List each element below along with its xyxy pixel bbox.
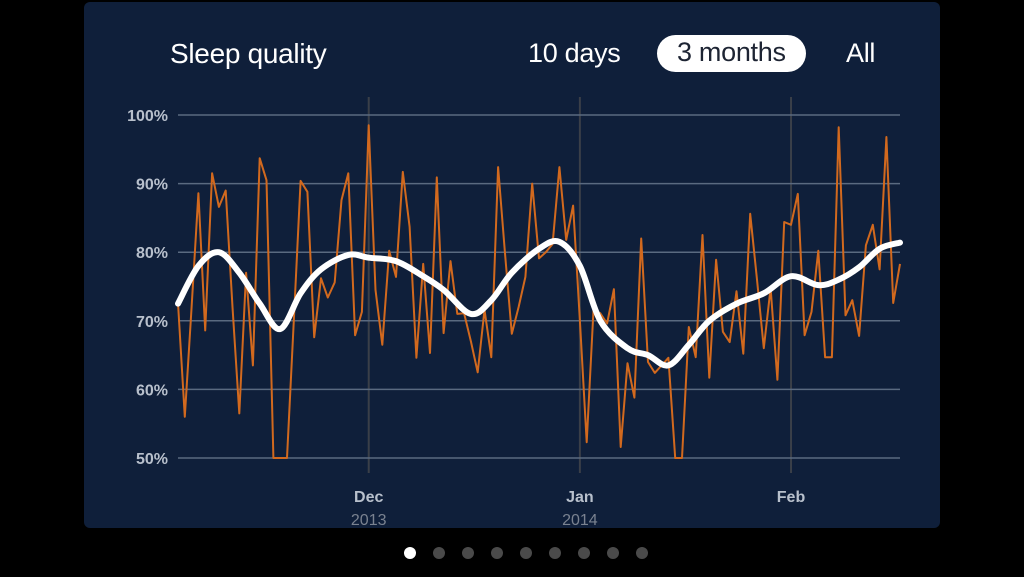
page-dot[interactable] bbox=[549, 547, 561, 559]
page-dot[interactable] bbox=[462, 547, 474, 559]
page-dot[interactable] bbox=[433, 547, 445, 559]
x-tick-label: Jan bbox=[566, 489, 594, 506]
page-dot[interactable] bbox=[578, 547, 590, 559]
chart-card: Sleep quality 10 days 3 months All bbox=[84, 2, 940, 528]
page-dot[interactable] bbox=[607, 547, 619, 559]
page-dot[interactable] bbox=[491, 547, 503, 559]
x-tick-label: Feb bbox=[777, 489, 806, 506]
x-tick-year-label: 2013 bbox=[351, 512, 387, 529]
y-tick-label: 70% bbox=[136, 314, 168, 331]
y-tick-label: 50% bbox=[136, 451, 168, 468]
page-dot[interactable] bbox=[636, 547, 648, 559]
y-tick-label: 60% bbox=[136, 382, 168, 399]
y-tick-label: 90% bbox=[136, 177, 168, 194]
page-dot[interactable] bbox=[520, 547, 532, 559]
chart-title: Sleep quality bbox=[170, 38, 327, 69]
x-tick-year-label: 2014 bbox=[562, 512, 598, 529]
x-tick-label: Dec bbox=[354, 489, 383, 506]
trend-line bbox=[175, 238, 903, 369]
tab-10-days[interactable]: 10 days bbox=[528, 38, 621, 68]
y-tick-label: 80% bbox=[136, 245, 168, 262]
tab-3-months[interactable]: 3 months bbox=[657, 35, 806, 72]
page-indicator[interactable] bbox=[404, 547, 648, 559]
tab-all[interactable]: All bbox=[846, 38, 876, 68]
y-tick-label: 100% bbox=[127, 108, 168, 125]
page-dot[interactable] bbox=[404, 547, 416, 559]
daily-sleep-line bbox=[177, 124, 901, 459]
